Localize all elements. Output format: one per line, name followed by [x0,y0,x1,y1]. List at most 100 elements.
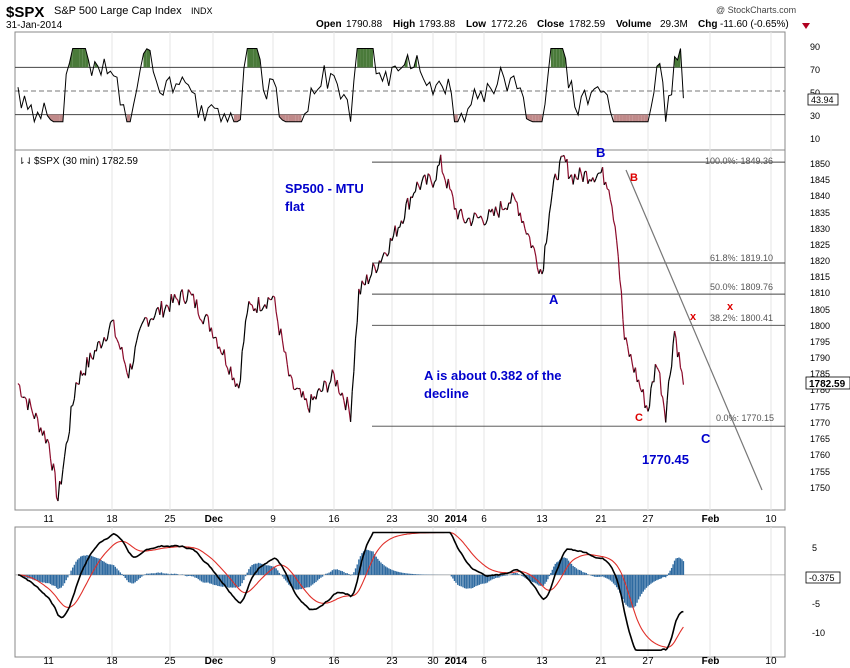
rsi-oversold-fill [619,114,623,122]
price-tick-label: 1750 [810,483,830,493]
minor-wave-x-label: x [690,311,697,323]
macd-axis: 5 -5 -10 -0.375 [805,543,841,638]
price-bar-segment [296,387,299,390]
price-bar-segment [127,363,131,379]
price-bar-segment [184,300,188,304]
price-bar-segment [318,388,322,392]
rsi-overbought-fill [550,48,554,68]
fib-000-label: 0.0%: 1770.15 [716,413,774,423]
price-bar-segment [499,201,503,210]
price-tick-label: 1785 [810,369,830,379]
rsi-last-value-box [807,93,839,106]
price-bar-segment [308,394,312,413]
price-bar-segment [568,176,571,180]
price-bar-segment [542,245,546,270]
price-bar-segment [35,412,39,419]
rsi-oversold-fill [126,114,131,122]
price-bar-segment [325,381,329,393]
price-bar-segment [251,304,255,312]
price-bar-segment [293,388,296,391]
price-bar-segment [462,217,466,224]
price-bar-segment [631,363,635,373]
price-bar-segment [516,202,520,216]
index-name: S&P 500 Large Cap Index [54,5,182,17]
price-bar-segment [435,165,439,181]
price-bar-segment [452,196,456,210]
macd-tick-label: 5 [812,543,817,553]
price-bar-segment [665,400,668,423]
price-bar-segment [486,209,490,220]
price-bar-segment [429,175,432,183]
price-bar-segment [681,371,685,385]
price-legend: $SPX (30 min) 1782.59 [34,156,138,167]
price-bar-segment [361,280,365,285]
price-bar-segment [207,316,211,332]
price-bar-segment [78,370,82,385]
price-bar-segment [275,311,279,322]
x-tick-label: 6 [481,514,487,525]
price-bar-segment [460,208,464,219]
rsi-overbought-fill [366,48,370,68]
price-bar-segment [533,248,537,257]
rsi-oversold-fill [285,114,289,122]
price-bar-segment [243,320,247,342]
price-bar-segment [19,385,22,397]
price-bar-segment [294,387,298,391]
price-bar-segment [218,346,222,353]
price-bar-segment [250,303,253,306]
vertical-gridlines [111,32,772,657]
price-bar-segment [165,304,169,307]
price-bar-segment [551,179,555,193]
macd-last-value-box [805,571,841,584]
price-bar-segment [62,456,66,470]
rsi-line [17,48,684,124]
price-bar-segment [485,219,488,225]
price-bar-segment [419,181,423,190]
close-value: 1782.59 [569,19,606,30]
low-value: 1772.26 [491,19,528,30]
price-bar-segment [310,394,314,401]
price-bar-segment [147,319,151,327]
price-bar-segment [572,173,576,185]
price-bar-segment [70,404,73,407]
rsi-overbought-fill [72,48,76,68]
price-bar-segment [60,469,64,485]
price-bar-segment [559,156,562,162]
price-bar-segment [616,240,619,257]
price-bar-segment [468,217,472,227]
price-bar-segment [230,366,233,381]
price-bar-segment [440,154,443,173]
price-bar-segment [239,351,243,381]
x-tick-label: 16 [328,656,340,667]
rsi-overbought-fill [363,48,367,68]
x-tick-label: 30 [427,656,439,667]
price-bar-segment [402,218,406,224]
stockcharts-watermark: @ StockCharts.com [716,5,796,15]
price-bar-segment [612,220,616,227]
volume-value: 29.3M [660,19,688,30]
price-bar-segment [353,338,357,372]
price-bar-segment [356,288,360,323]
price-bar-segment [20,396,24,399]
price-bar-segment [493,206,497,217]
price-bar-segment [465,218,469,223]
chart-subtitle-annotation: flat [285,199,305,214]
price-bar-segment [52,463,56,473]
exchange-label: INDX [191,6,213,16]
x-tick-label: Dec [205,514,224,525]
price-bar-segment [630,354,633,365]
price-bar-segment [587,179,591,184]
price-bar-segment [40,427,44,436]
price-bar-segment [273,297,277,312]
price-bar-segment [668,374,671,382]
price-bar-segment [57,480,61,502]
price-bar-segment [509,192,513,204]
price-bar-segment [299,388,303,398]
macd-tick-label: -10 [812,628,825,638]
price-bar-segment [173,294,177,299]
price-bar-segment [146,317,149,327]
x-tick-label: 10 [765,514,777,525]
minor-wave-b-label: B [630,172,638,184]
price-bar-segment [63,443,67,457]
price-bar-segment [566,159,570,179]
